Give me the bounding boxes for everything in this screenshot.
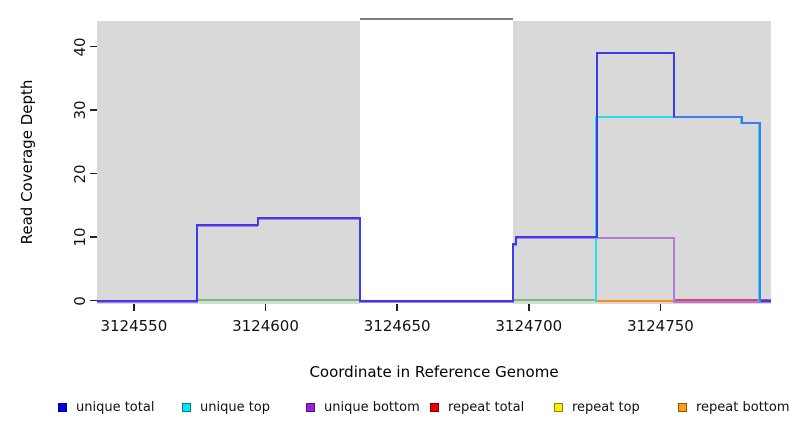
series-segment-unique-bottom bbox=[515, 237, 674, 240]
series-segment-unique-bottom bbox=[197, 224, 258, 227]
legend-item-repeat-top: repeat top bbox=[554, 399, 640, 415]
series-segment-unique-total bbox=[515, 236, 598, 239]
legend-swatch-icon bbox=[182, 402, 191, 412]
x-axis-tick bbox=[396, 304, 398, 311]
legend-swatch-icon bbox=[58, 402, 67, 412]
series-segment-unique-total bbox=[360, 300, 513, 303]
background-shaded-region bbox=[97, 21, 361, 304]
legend-item-unique-bottom: unique bottom bbox=[306, 399, 420, 415]
series-segment-blend bbox=[742, 121, 761, 124]
series-segment-blend bbox=[741, 115, 744, 124]
legend-item-unique-top: unique top bbox=[182, 399, 271, 415]
y-tick-label: 40 bbox=[71, 37, 89, 57]
x-axis-tick bbox=[264, 304, 267, 311]
legend-label: repeat top bbox=[572, 399, 640, 415]
series-segment-unique-total bbox=[196, 223, 199, 302]
y-tick-label: 20 bbox=[71, 164, 89, 184]
y-tick-label: 0 bbox=[71, 295, 89, 306]
series-segment-unique-total bbox=[97, 300, 198, 303]
series-segment-unique-total bbox=[597, 52, 674, 55]
series-segment-unique-top bbox=[596, 115, 673, 118]
series-segment-blend bbox=[759, 121, 762, 302]
series-segment-unique-total bbox=[514, 236, 517, 245]
x-tick-label: 3124650 bbox=[363, 317, 431, 335]
series-segment-unique-total bbox=[256, 217, 259, 226]
zero-line-segment-zero_crimson bbox=[673, 298, 771, 301]
background-shaded-region bbox=[512, 21, 771, 304]
legend-item-unique-total: unique total bbox=[58, 399, 155, 415]
series-segment-unique-bottom bbox=[672, 237, 675, 303]
series-segment-unique-total bbox=[257, 217, 361, 220]
legend-swatch-icon bbox=[554, 402, 563, 412]
y-axis-tick bbox=[90, 236, 97, 238]
series-segment-unique-total bbox=[672, 52, 675, 118]
y-axis-tick bbox=[90, 109, 97, 111]
series-segment-unique-total bbox=[197, 223, 258, 226]
legend-label: unique total bbox=[76, 399, 155, 415]
legend-swatch-icon bbox=[678, 402, 687, 412]
y-axis-tick bbox=[90, 45, 97, 48]
series-segment-unique-total bbox=[359, 217, 362, 302]
x-axis-title: Coordinate in Reference Genome bbox=[309, 363, 559, 381]
legend-item-repeat-total: repeat total bbox=[430, 399, 525, 415]
zero-line-segment-zero_green bbox=[512, 298, 598, 301]
series-segment-unique-bottom bbox=[97, 301, 198, 304]
series-segment-unique-total bbox=[760, 300, 771, 303]
x-axis-tick bbox=[133, 304, 135, 311]
y-axis-tick bbox=[90, 299, 97, 302]
x-tick-label: 3124600 bbox=[232, 317, 299, 335]
x-tick-label: 3124700 bbox=[495, 317, 563, 335]
series-segment-blend bbox=[673, 115, 743, 118]
x-axis-tick bbox=[528, 304, 530, 311]
y-axis-tick bbox=[90, 172, 97, 175]
y-axis-title: Read Coverage Depth bbox=[18, 79, 36, 245]
legend-label: unique top bbox=[200, 399, 271, 415]
series-segment-unique-bottom bbox=[360, 301, 513, 304]
masked-region-top-border bbox=[360, 18, 513, 21]
legend-swatch-icon bbox=[430, 402, 439, 412]
zero-line-segment-zero_green bbox=[197, 298, 361, 301]
legend-swatch-icon bbox=[306, 402, 315, 412]
zero-line-segment-zero_orange bbox=[597, 300, 674, 303]
y-tick-label: 10 bbox=[71, 227, 89, 247]
series-segment-unique-bottom bbox=[673, 301, 771, 304]
legend-label: unique bottom bbox=[324, 399, 420, 415]
legend-label: repeat total bbox=[448, 399, 525, 415]
x-axis-tick bbox=[659, 304, 662, 311]
legend-label: repeat bottom bbox=[696, 399, 790, 415]
legend-item-repeat-bottom: repeat bottom bbox=[678, 399, 790, 415]
series-segment-unique-total bbox=[512, 242, 516, 245]
series-segment-unique-total bbox=[511, 242, 514, 302]
series-segment-unique-bottom bbox=[257, 218, 361, 221]
series-segment-unique-bottom bbox=[512, 243, 516, 246]
x-tick-label: 3124750 bbox=[627, 317, 694, 335]
x-tick-label: 3124550 bbox=[100, 317, 168, 335]
y-tick-label: 30 bbox=[71, 100, 89, 120]
series-segment-unique-total bbox=[596, 52, 599, 239]
